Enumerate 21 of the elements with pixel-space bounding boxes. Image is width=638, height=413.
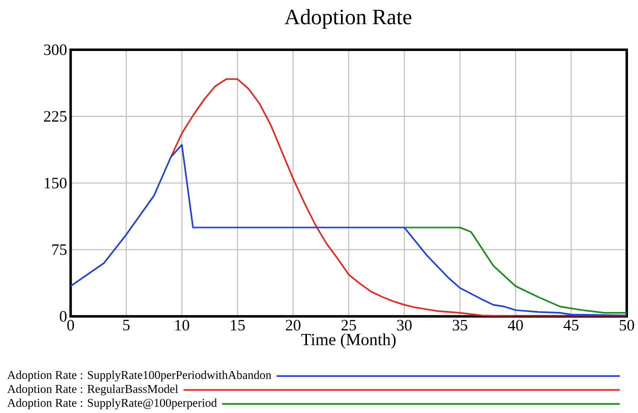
y-tick-label: 300: [44, 44, 67, 56]
y-tick-label: 225: [44, 111, 67, 122]
x-tick-label: 45: [564, 320, 578, 331]
x-tick-label: 25: [341, 320, 356, 331]
x-tick-label: 10: [175, 320, 190, 331]
y-tick-label: 150: [44, 178, 67, 188]
x-axis-title: Time (Month): [301, 333, 396, 349]
x-tick-label: 50: [620, 320, 634, 331]
x-tick-label: 5: [123, 320, 130, 330]
legend-label: Adoption Rate : RegularBassModel: [7, 384, 178, 396]
x-tick-label: 40: [508, 320, 523, 331]
x-tick-label: 20: [286, 320, 300, 331]
x-tick-label: 30: [397, 320, 412, 331]
chart-title: Adoption Rate: [284, 9, 412, 29]
x-tick-label: 0: [67, 320, 74, 331]
legend-label: Adoption Rate : SupplyRate@100perperiod: [7, 398, 217, 410]
x-tick-label: 35: [452, 320, 468, 331]
y-tick-label: 0: [60, 311, 67, 322]
x-tick-label: 15: [230, 320, 245, 331]
y-tick-label: 75: [52, 244, 67, 256]
legend-label: Adoption Rate : SupplyRate100perPeriodwithAbandon: [7, 370, 272, 382]
